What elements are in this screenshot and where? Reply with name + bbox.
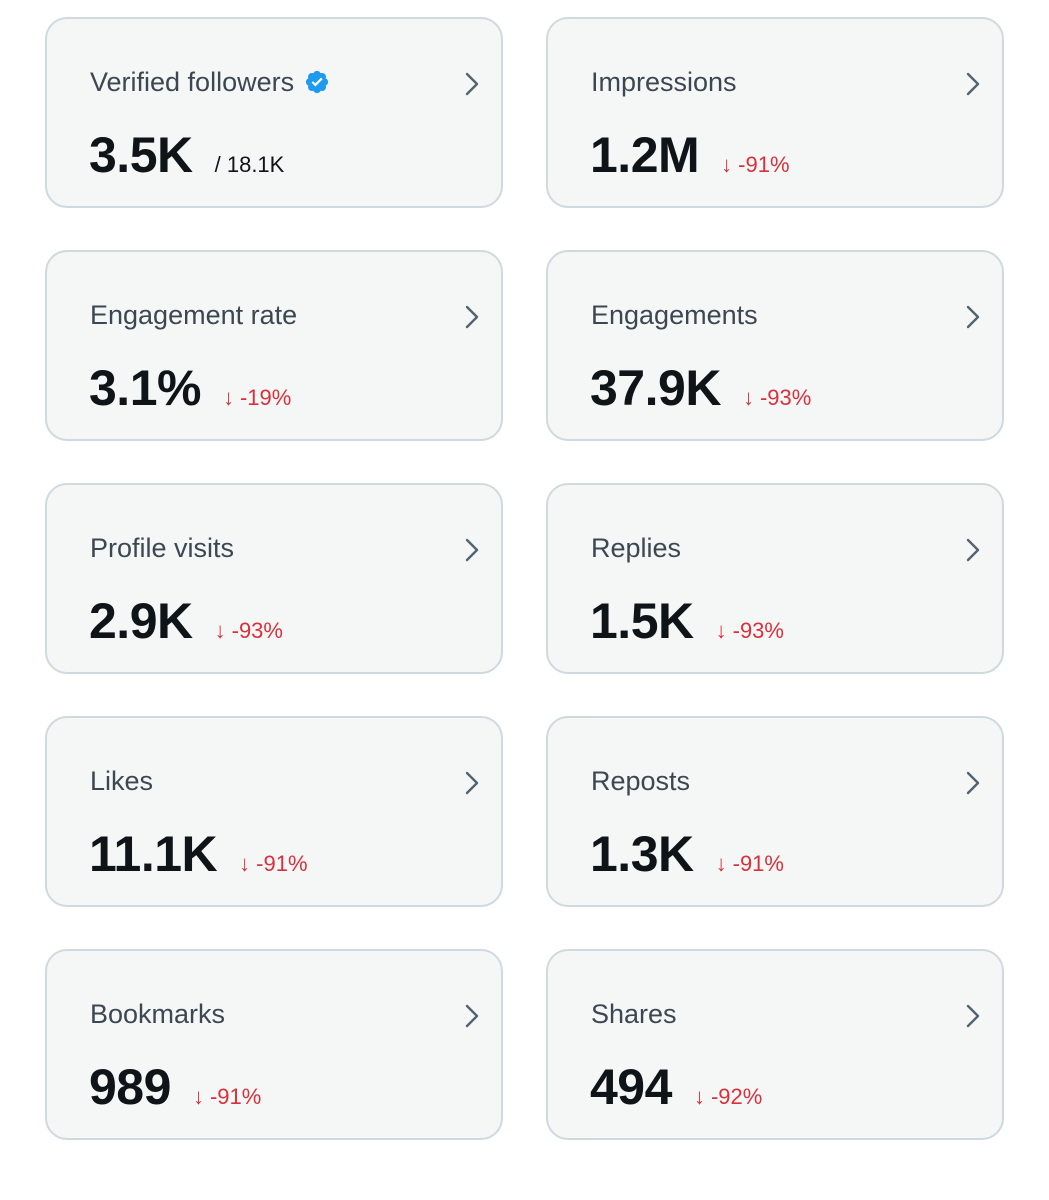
chevron-right-icon[interactable] xyxy=(463,1003,481,1029)
chevron-right-icon[interactable] xyxy=(463,537,481,563)
metric-value-row: 1.3K ↓ -91% xyxy=(590,826,784,882)
metric-change: ↓ -93% xyxy=(215,618,283,644)
metric-card-engagement-rate[interactable]: Engagement rate 3.1% ↓ -19% xyxy=(45,250,503,441)
metric-value-row: 2.9K ↓ -93% xyxy=(89,593,283,649)
chevron-right-icon[interactable] xyxy=(964,71,982,97)
verified-badge-icon xyxy=(306,70,329,94)
metric-label-text: Reposts xyxy=(591,766,691,796)
metric-value: 3.5K xyxy=(89,127,193,183)
metric-change: ↓ -93% xyxy=(716,618,784,644)
chevron-right-icon[interactable] xyxy=(463,304,481,330)
metric-label: Profile visits xyxy=(90,532,234,564)
metric-value-row: 1.5K ↓ -93% xyxy=(590,593,784,649)
metric-card-shares[interactable]: Shares 494 ↓ -92% xyxy=(546,949,1004,1140)
metric-card-replies[interactable]: Replies 1.5K ↓ -93% xyxy=(546,483,1004,674)
metric-value-row: 3.5K / 18.1K xyxy=(89,127,284,183)
metric-label-text: Engagements xyxy=(591,300,758,330)
arrow-down-icon: ↓ xyxy=(192,1084,204,1109)
metric-value: 989 xyxy=(89,1059,171,1115)
metric-change-text: -91% xyxy=(738,152,790,177)
metric-value: 1.2M xyxy=(590,127,700,183)
metric-card-likes[interactable]: Likes 11.1K ↓ -91% xyxy=(45,716,503,907)
metric-change: ↓ -92% xyxy=(694,1084,762,1110)
metric-card-verified-followers[interactable]: Verified followers 3.5K / 18.1K xyxy=(45,17,503,208)
metric-card-engagements[interactable]: Engagements 37.9K ↓ -93% xyxy=(546,250,1004,441)
metric-value: 11.1K xyxy=(89,826,218,882)
metric-label: Reposts xyxy=(591,765,690,797)
metric-label-text: Likes xyxy=(90,766,154,796)
metric-value-row: 1.2M ↓ -91% xyxy=(590,127,790,183)
metrics-grid: Verified followers 3.5K / 18.1K Impressions… xyxy=(45,17,1004,1140)
arrow-down-icon: ↓ xyxy=(222,385,234,410)
metric-label: Bookmarks xyxy=(90,998,225,1030)
metric-label-text: Profile visits xyxy=(90,533,235,563)
metric-card-impressions[interactable]: Impressions 1.2M ↓ -91% xyxy=(546,17,1004,208)
metric-label-text: Bookmarks xyxy=(90,999,226,1029)
metric-label: Likes xyxy=(90,765,153,797)
metric-label-text: Engagement rate xyxy=(90,300,298,330)
metric-label-text: Impressions xyxy=(591,67,737,97)
metric-value: 37.9K xyxy=(590,360,721,416)
metric-label: Shares xyxy=(591,998,677,1030)
arrow-down-icon: ↓ xyxy=(239,851,251,876)
metric-change-text: -91% xyxy=(256,851,308,876)
metric-card-profile-visits[interactable]: Profile visits 2.9K ↓ -93% xyxy=(45,483,503,674)
metric-change-text: -91% xyxy=(209,1084,262,1109)
metric-value-row: 3.1% ↓ -19% xyxy=(89,360,291,416)
metric-total: / 18.1K xyxy=(214,152,285,177)
chevron-right-icon[interactable] xyxy=(463,71,481,97)
metric-change: ↓ -91% xyxy=(716,851,784,877)
metric-change-text: -93% xyxy=(231,618,283,643)
arrow-down-icon: ↓ xyxy=(715,618,727,643)
metric-change: ↓ -91% xyxy=(193,1084,261,1110)
metric-label: Verified followers xyxy=(90,66,330,98)
metric-label: Engagement rate xyxy=(90,299,297,331)
metric-value-row: 11.1K ↓ -91% xyxy=(89,826,308,882)
metric-card-reposts[interactable]: Reposts 1.3K ↓ -91% xyxy=(546,716,1004,907)
metric-change: ↓ -93% xyxy=(743,385,811,411)
metric-value: 1.5K xyxy=(590,593,694,649)
arrow-down-icon: ↓ xyxy=(214,618,226,643)
metric-label-text: Shares xyxy=(591,999,677,1029)
metric-card-bookmarks[interactable]: Bookmarks 989 ↓ -91% xyxy=(45,949,503,1140)
metric-value-row: 37.9K ↓ -93% xyxy=(590,360,811,416)
metric-value: 3.1% xyxy=(89,360,201,416)
metric-value: 494 xyxy=(590,1059,672,1115)
metric-label-text: Replies xyxy=(591,533,682,563)
arrow-down-icon: ↓ xyxy=(693,1084,705,1109)
metric-label: Engagements xyxy=(591,299,758,331)
metric-change-text: -93% xyxy=(732,618,784,643)
arrow-down-icon: ↓ xyxy=(721,152,733,177)
metric-change-text: -19% xyxy=(239,385,292,410)
metric-change: ↓ -19% xyxy=(223,385,291,411)
chevron-right-icon[interactable] xyxy=(964,304,982,330)
metric-change-text: -91% xyxy=(732,851,784,876)
metric-value-row: 494 ↓ -92% xyxy=(590,1059,762,1115)
metric-value: 1.3K xyxy=(590,826,694,882)
arrow-down-icon: ↓ xyxy=(742,385,754,410)
metric-change-text: -92% xyxy=(710,1084,763,1109)
metric-value-row: 989 ↓ -91% xyxy=(89,1059,261,1115)
arrow-down-icon: ↓ xyxy=(715,851,727,876)
metric-change: ↓ -91% xyxy=(721,152,789,178)
chevron-right-icon[interactable] xyxy=(964,537,982,563)
chevron-right-icon[interactable] xyxy=(964,770,982,796)
metric-label: Replies xyxy=(591,532,681,564)
metric-change: ↓ -91% xyxy=(239,851,307,877)
metric-change-text: -93% xyxy=(759,385,812,410)
metric-label: Impressions xyxy=(591,66,737,98)
metric-value: 2.9K xyxy=(89,593,193,649)
chevron-right-icon[interactable] xyxy=(964,1003,982,1029)
metric-label-text: Verified followers xyxy=(90,67,295,97)
chevron-right-icon[interactable] xyxy=(463,770,481,796)
